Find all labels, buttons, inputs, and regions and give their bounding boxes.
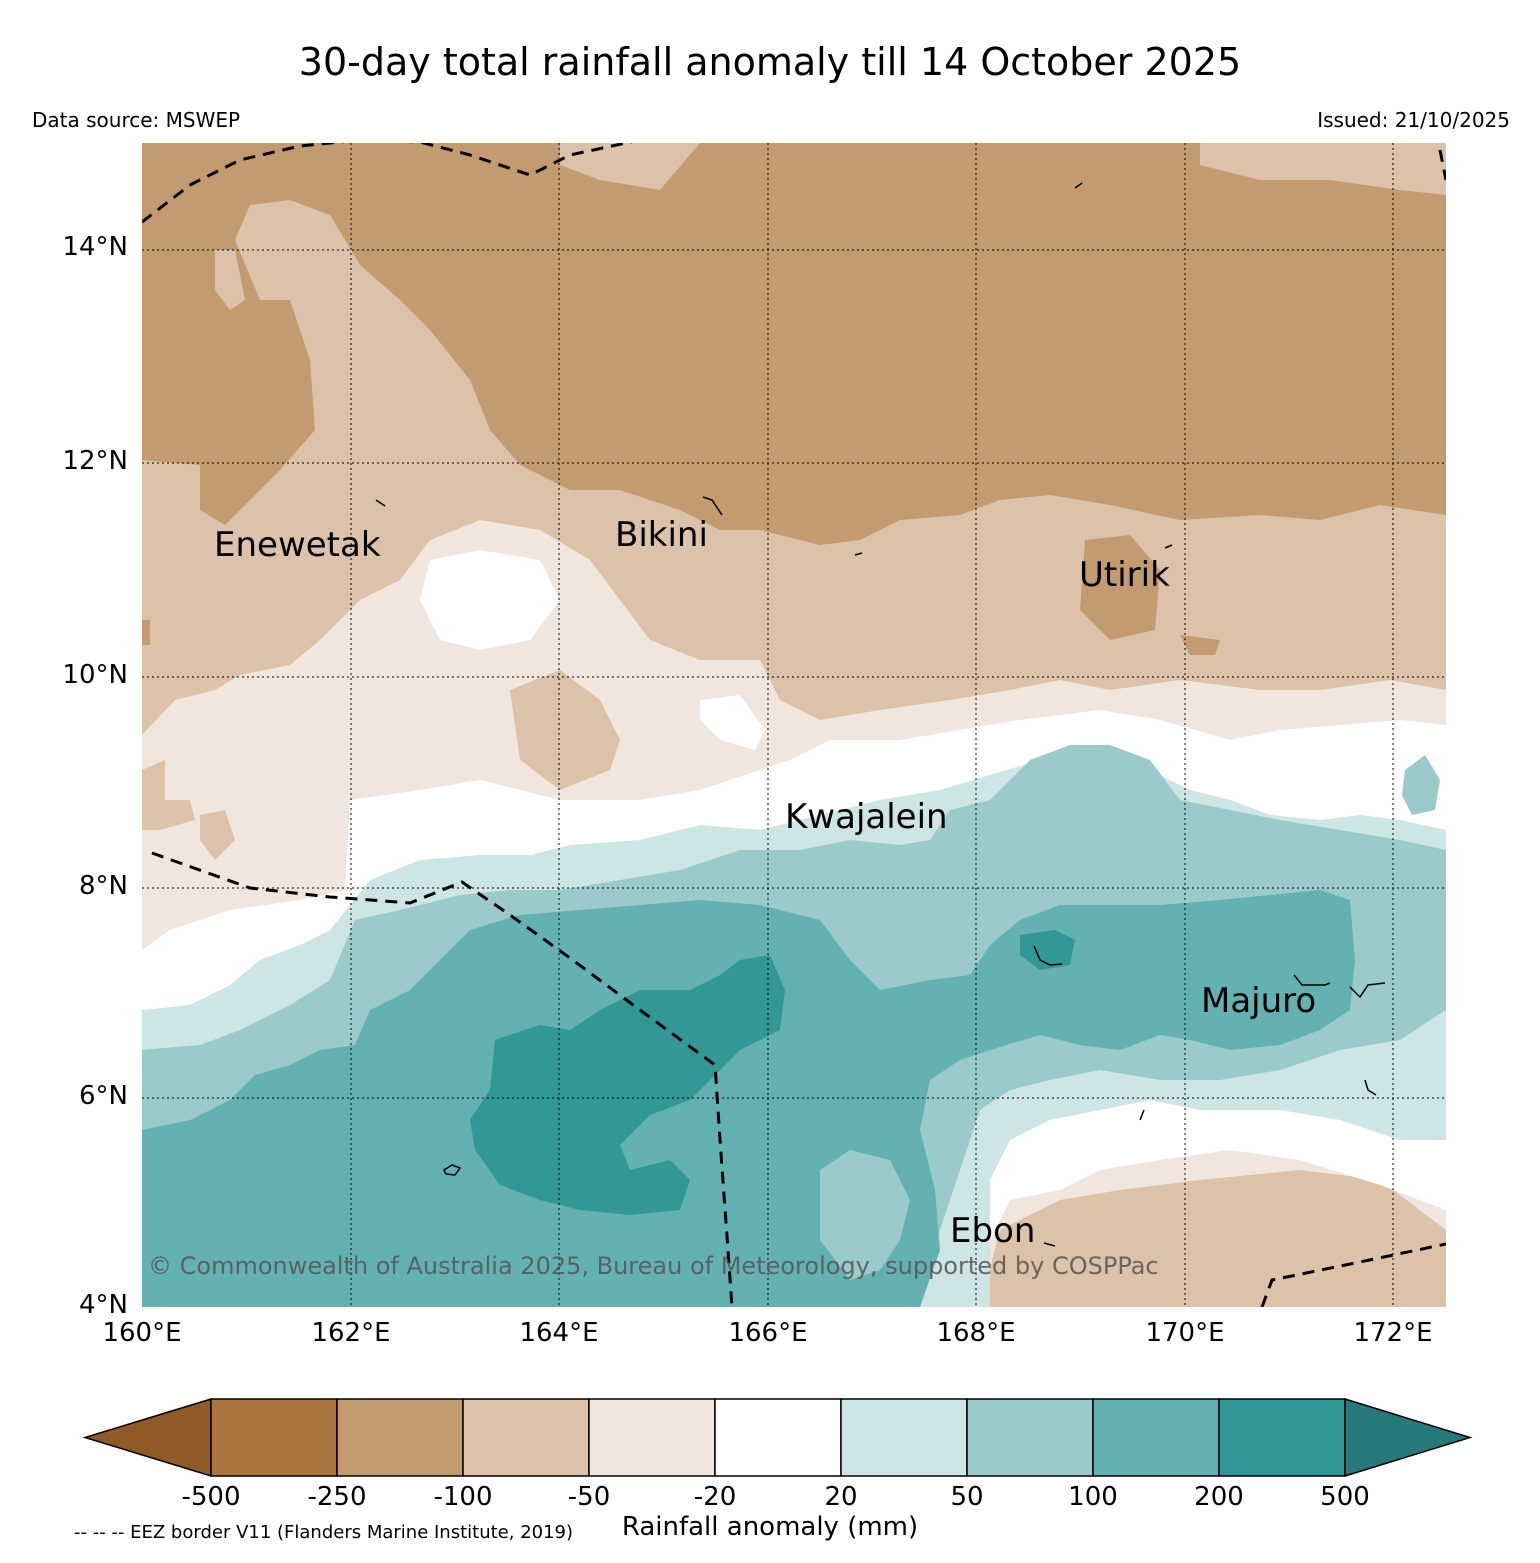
place-label-enewetak: Enewetak bbox=[214, 525, 381, 565]
colorbar-extend-high bbox=[1344, 1397, 1473, 1478]
place-label-utirik: Utirik bbox=[1079, 555, 1170, 595]
lat-tick-12n: 12°N bbox=[62, 446, 128, 476]
colorbar-segment-1 bbox=[210, 1398, 338, 1477]
field-minus100-minus50-patch bbox=[215, 250, 245, 310]
lat-tick-6n: 6°N bbox=[79, 1081, 128, 1111]
field-minus100-minus50-patch bbox=[200, 810, 235, 860]
field-minus20-20-patch bbox=[420, 550, 560, 650]
island-outlines bbox=[375, 182, 1386, 1247]
place-label-bikini: Bikini bbox=[615, 515, 708, 555]
colorbar-segment-2 bbox=[336, 1398, 464, 1477]
colorbar-segment-9 bbox=[1218, 1398, 1346, 1477]
field-50-100-patch bbox=[1402, 755, 1440, 815]
colorbar-tick-9: 500 bbox=[1320, 1482, 1370, 1512]
lon-tick-172e: 172°E bbox=[1353, 1318, 1433, 1348]
lon-tick-168e: 168°E bbox=[936, 1318, 1016, 1348]
field-minus20-20-patch bbox=[700, 695, 765, 750]
data-source-label: Data source: MSWEP bbox=[32, 108, 241, 132]
lat-tick-8n: 8°N bbox=[79, 871, 128, 901]
field-200-500 bbox=[470, 955, 785, 1215]
colorbar-segments bbox=[82, 1397, 1473, 1478]
field-minus100-minus50-patch bbox=[510, 670, 620, 790]
lat-tick-4n: 4°N bbox=[79, 1290, 128, 1320]
colorbar-segment-6 bbox=[840, 1398, 968, 1477]
colorbar-tick-1: -250 bbox=[307, 1482, 367, 1512]
lon-tick-162e: 162°E bbox=[311, 1318, 391, 1348]
place-label-majuro: Majuro bbox=[1201, 981, 1317, 1021]
field-minus100-minus50-patch bbox=[1200, 143, 1446, 195]
colorbar-tick-8: 200 bbox=[1194, 1482, 1244, 1512]
field-minus250-minus100-patch bbox=[1080, 535, 1160, 640]
colorbar-tick-2: -100 bbox=[433, 1482, 493, 1512]
eez-borders bbox=[142, 143, 1446, 1307]
colorbar-segment-5 bbox=[714, 1398, 842, 1477]
field-minus100-minus50-patch bbox=[560, 143, 700, 190]
field-minus100-minus50-patch bbox=[142, 760, 195, 830]
colorbar-segment-7 bbox=[966, 1398, 1094, 1477]
field-minus250-minus100-patch bbox=[1180, 635, 1220, 655]
lon-tick-160e: 160°E bbox=[102, 1318, 182, 1348]
lon-tick-164e: 164°E bbox=[519, 1318, 599, 1348]
colorbar-extend-low bbox=[82, 1397, 212, 1478]
map-title: 30-day total rainfall anomaly till 14 Oc… bbox=[298, 40, 1242, 84]
field-200-500-patch bbox=[1020, 930, 1075, 970]
colorbar-tick-3: -50 bbox=[567, 1482, 611, 1512]
colorbar-tick-5: 20 bbox=[824, 1482, 858, 1512]
lon-tick-170e: 170°E bbox=[1145, 1318, 1225, 1348]
eez-legend-note: -- -- -- EEZ border V11 (Flanders Marine… bbox=[74, 1522, 574, 1543]
colorbar-tick-7: 100 bbox=[1068, 1482, 1118, 1512]
lat-tick-14n: 14°N bbox=[62, 232, 128, 262]
colorbar-segment-4 bbox=[588, 1398, 716, 1477]
colorbar-tick-4: -20 bbox=[693, 1482, 737, 1512]
copyright-notice: © Commonwealth of Australia 2025, Bureau… bbox=[148, 1252, 1159, 1280]
field-minus250-minus100-north bbox=[142, 143, 1446, 545]
lon-tick-166e: 166°E bbox=[728, 1318, 808, 1348]
place-label-ebon: Ebon bbox=[950, 1211, 1036, 1251]
colorbar-tick-0: -500 bbox=[181, 1482, 241, 1512]
issued-date-label: Issued: 21/10/2025 bbox=[1317, 108, 1510, 132]
field-50-100-patch bbox=[820, 1150, 910, 1280]
colorbar-tick-6: 50 bbox=[950, 1482, 984, 1512]
gridlines bbox=[142, 143, 1446, 1307]
place-label-kwajalein: Kwajalein bbox=[785, 797, 948, 837]
colorbar-segment-3 bbox=[462, 1398, 590, 1477]
colorbar-segment-8 bbox=[1092, 1398, 1220, 1477]
lat-tick-10n: 10°N bbox=[62, 660, 128, 690]
colorbar-title: Rainfall anomaly (mm) bbox=[621, 1512, 919, 1542]
field-minus250-minus100-patch bbox=[142, 620, 150, 645]
